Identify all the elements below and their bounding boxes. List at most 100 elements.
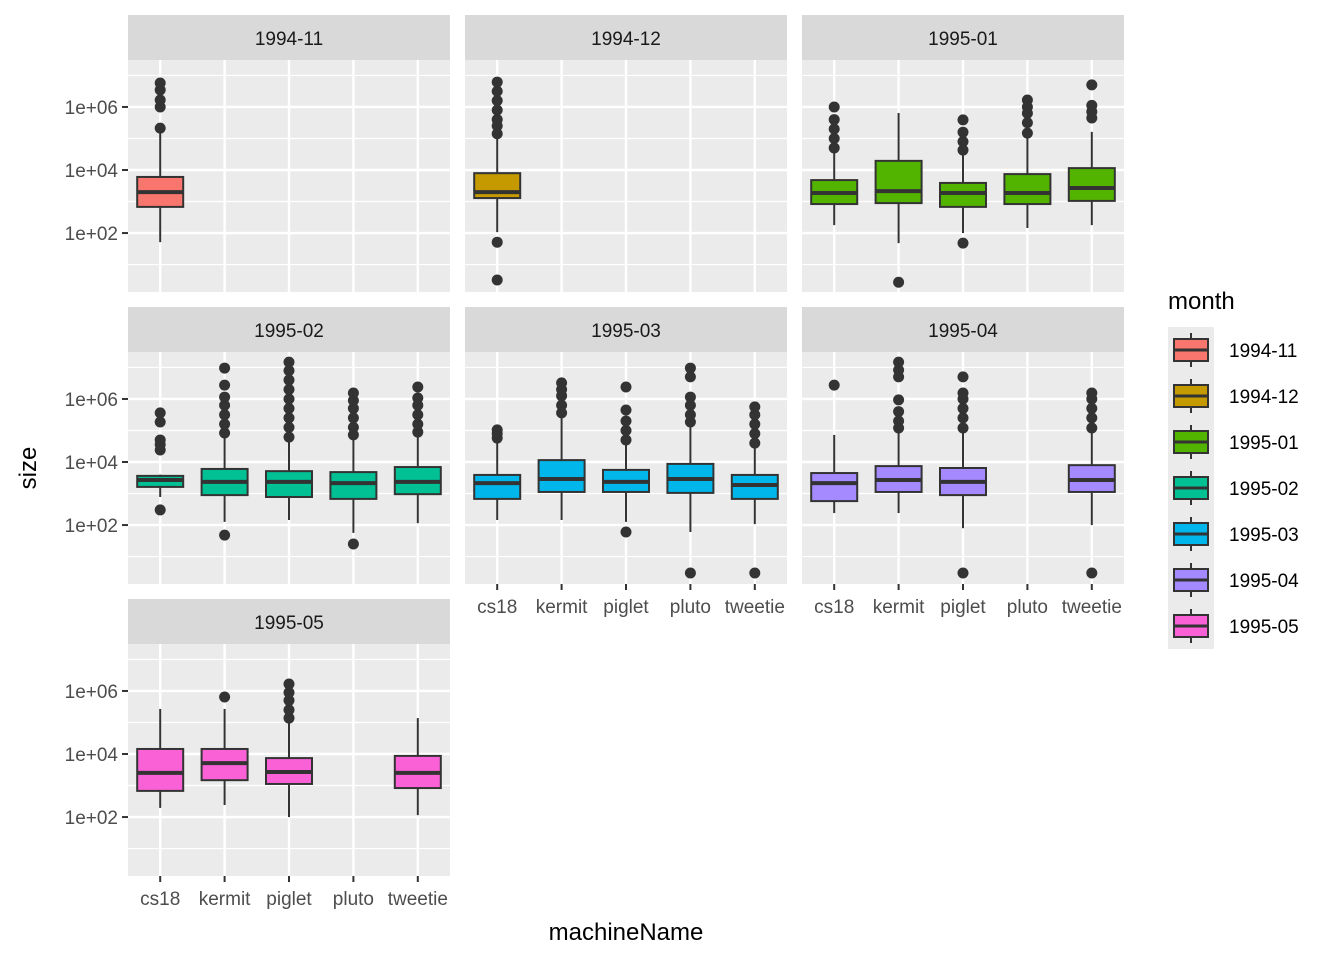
outlier-point: [684, 362, 696, 374]
outlier-point: [1086, 412, 1098, 424]
legend-label: 1994-11: [1229, 341, 1297, 362]
facet-panel-1995-02: 1995-02 1e+02 1e+04 1e+06: [65, 307, 450, 584]
outlier-point: [957, 387, 969, 399]
outlier-point: [283, 421, 295, 433]
box-iqr: [265, 470, 313, 498]
outlier-point: [1021, 117, 1033, 129]
box-kermit: [874, 356, 923, 514]
outlier-point: [1086, 79, 1098, 91]
outlier-point: [957, 412, 969, 424]
outlier-point: [828, 132, 840, 144]
outlier-point: [893, 394, 905, 406]
box-piglet: [602, 381, 650, 538]
x-tick-label: kermit: [536, 597, 588, 618]
facet-strip-label: 1994-11: [255, 29, 323, 50]
x-tick-label: tweetie: [388, 889, 448, 910]
y-axis-title: size: [15, 447, 42, 490]
y-tick-label: 1e+04: [65, 745, 119, 766]
x-tick-label: kermit: [199, 889, 251, 910]
facet-strip: [465, 307, 787, 352]
outlier-point: [828, 379, 840, 391]
outlier-point: [283, 712, 295, 724]
facet-panel-1995-03: 1995-03 cs18 kermit piglet pluto tweetie: [465, 307, 787, 618]
facet-strip-label: 1995-01: [928, 29, 998, 50]
box-cs18: [136, 407, 185, 516]
box-iqr: [874, 159, 923, 205]
legend-entry-1995-01: 1995-01: [1173, 425, 1299, 459]
outlier-point: [620, 434, 632, 446]
outlier-point: [749, 428, 761, 440]
outlier-point: [957, 136, 969, 148]
box-cs18: [810, 101, 859, 226]
outlier-point: [347, 402, 359, 414]
legend-entry-1995-05: 1995-05: [1173, 609, 1299, 643]
y-tick-label: 1e+04: [65, 161, 119, 182]
y-tick-label: 1e+02: [65, 224, 118, 245]
outlier-point: [749, 418, 761, 430]
box-cs18: [473, 76, 522, 286]
box-pluto: [1003, 94, 1052, 229]
y-tick-label: 1e+02: [65, 808, 118, 829]
outlier-point: [219, 399, 231, 411]
outlier-point: [620, 424, 632, 436]
box-cs18: [136, 708, 185, 808]
outlier-point: [1086, 402, 1098, 414]
outlier-point: [620, 526, 632, 538]
outlier-point: [412, 426, 424, 438]
facet-panel-1994-11: 1994-11 1e+02 1e+04 1e+06: [65, 15, 450, 292]
box-cs18: [136, 77, 185, 243]
outlier-point: [347, 395, 359, 407]
outlier-point: [828, 114, 840, 126]
outlier-point: [620, 415, 632, 427]
outlier-point: [491, 114, 503, 126]
outlier-point: [283, 431, 295, 443]
outlier-point: [491, 85, 503, 97]
box-tweetie: [730, 401, 779, 579]
facet-strip-label: 1995-05: [254, 613, 324, 634]
facet-panel-1995-05: 1995-05 1e+02 1e+04 1e+06 cs18 kermit piglet pl…: [65, 599, 450, 910]
outlier-point: [957, 402, 969, 414]
outlier-point: [957, 114, 969, 126]
outlier-point: [1086, 422, 1098, 434]
x-tick-label: piglet: [603, 597, 649, 618]
x-tick-label: kermit: [873, 597, 925, 618]
outlier-point: [749, 401, 761, 413]
outlier-point: [684, 399, 696, 411]
box-iqr: [1067, 167, 1116, 202]
box-cs18: [810, 379, 859, 514]
facet-strip: [465, 15, 787, 60]
outlier-point: [347, 387, 359, 399]
box-iqr: [329, 471, 378, 500]
outlier-point: [491, 128, 503, 140]
x-tick-label: piglet: [940, 597, 986, 618]
outlier-point: [893, 364, 905, 376]
legend-label: 1995-04: [1229, 571, 1299, 592]
x-tick-label: cs18: [140, 889, 180, 910]
box-tweetie: [1067, 387, 1116, 579]
box-pluto: [329, 387, 378, 550]
outlier-point: [283, 704, 295, 716]
y-tick-label: 1e+02: [65, 516, 118, 537]
outlier-point: [491, 274, 503, 286]
outlier-point: [283, 687, 295, 699]
facet-strip: [128, 599, 450, 644]
legend-label: 1995-01: [1229, 433, 1299, 454]
facet-strip: [802, 15, 1124, 60]
outlier-point: [219, 409, 231, 421]
legend-title: month: [1168, 288, 1235, 315]
outlier-point: [154, 416, 166, 428]
box-piglet: [939, 114, 987, 249]
outlier-point: [893, 415, 905, 427]
outlier-point: [957, 144, 969, 156]
x-axis-title: machineName: [549, 919, 704, 946]
box-iqr: [537, 459, 586, 493]
outlier-point: [491, 104, 503, 116]
box-tweetie: [393, 718, 442, 816]
y-tick-label: 1e+06: [65, 98, 118, 119]
outlier-point: [412, 381, 424, 393]
x-tick-label: pluto: [670, 597, 711, 618]
outlier-point: [749, 409, 761, 421]
outlier-point: [491, 76, 503, 88]
outlier-point: [1021, 94, 1033, 106]
